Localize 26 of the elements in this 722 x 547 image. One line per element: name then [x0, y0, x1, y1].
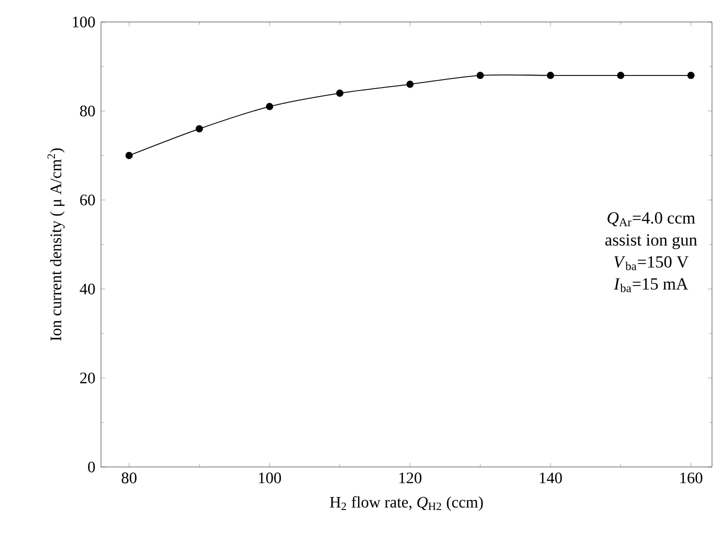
x-axis-title: H$_{2}$ flow rate, Q$_{H2}$ (ccm) — [330, 496, 483, 511]
point — [617, 72, 624, 80]
x-tick-label: 140 — [540, 472, 562, 484]
annotation: Q$_{Ar}$=4.0 ccm — [608, 212, 696, 226]
point — [196, 125, 203, 132]
x-tick-label: 120 — [399, 472, 422, 484]
annotation: assist ion gun — [605, 234, 698, 250]
x-tick-label: 100 — [258, 472, 281, 484]
point — [546, 72, 554, 80]
point — [336, 90, 344, 97]
y-axis-title: Ion current density ( μ A/cm$^{2}$) — [47, 148, 65, 341]
y-tick-label: 80 — [80, 106, 95, 116]
point — [406, 80, 414, 88]
annotation: V$_{ba}$=150 V — [614, 256, 689, 270]
point — [266, 102, 274, 110]
point — [476, 72, 484, 80]
x-tick-label: 80 — [122, 472, 136, 484]
y-tick-label: 60 — [80, 194, 95, 206]
point — [687, 72, 695, 80]
point — [125, 152, 133, 160]
y-tick-label: 100 — [72, 16, 95, 28]
y-tick-label: 40 — [80, 284, 95, 294]
x-tick-label: 160 — [680, 472, 702, 484]
y-tick-label: 20 — [80, 372, 95, 384]
y-tick-label: 0 — [88, 462, 95, 472]
annotation: I$_{ba}$=15 mA — [614, 278, 688, 292]
